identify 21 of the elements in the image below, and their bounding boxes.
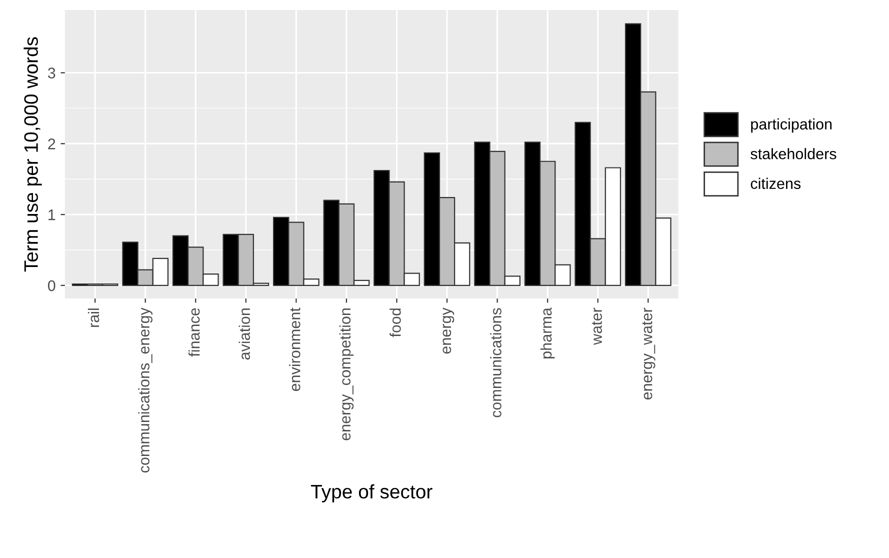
x-tick-label: aviation <box>238 308 250 360</box>
x-tick-label: water <box>592 308 602 345</box>
y-tick-label: 1 <box>48 210 56 220</box>
x-tick-label: energy_water <box>642 308 656 400</box>
x-axis-title: Type of sector <box>310 484 432 502</box>
x-tick-label: finance <box>188 308 200 357</box>
x-tick-label: energy_competition <box>339 308 354 440</box>
y-axis-title: Term use per 10,000 words <box>24 37 42 272</box>
x-tick-label: food <box>390 308 401 338</box>
x-tick-label: rail <box>88 308 100 327</box>
legend-label: citizens <box>750 178 801 190</box>
y-tick-label: 2 <box>48 138 56 150</box>
x-tick-label: energy <box>442 308 454 354</box>
x-tick-label: communications <box>490 308 502 418</box>
y-tick-label: 0 <box>48 280 56 292</box>
x-tick-label: communications_energy <box>138 308 152 472</box>
y-tick-label: 3 <box>48 68 56 78</box>
x-tick-label: pharma <box>540 308 555 358</box>
legend-label: stakeholders <box>750 148 836 160</box>
legend-label: participation <box>751 118 832 133</box>
x-tick-label: environment <box>289 308 300 391</box>
